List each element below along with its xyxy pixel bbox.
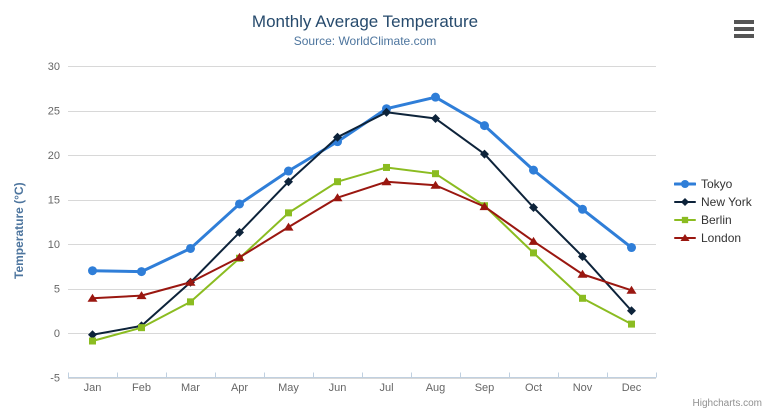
chart-subtitle: Source: WorldClimate.com <box>293 34 437 48</box>
series-tokyo[interactable] <box>88 92 636 277</box>
svg-text:-5: -5 <box>50 373 60 385</box>
legend-label: New York <box>701 195 752 209</box>
legend-label: Berlin <box>701 213 732 227</box>
svg-text:Aug: Aug <box>426 382 446 394</box>
legend-label: London <box>701 231 742 245</box>
svg-text:10: 10 <box>48 239 60 251</box>
x-axis: Jan Feb Mar Apr May Jun Jul Aug Sep Oct Nov Dec <box>68 372 657 394</box>
series-london[interactable] <box>87 177 637 302</box>
hamburger-icon <box>734 34 754 38</box>
legend-item-berlin[interactable]: Berlin <box>674 213 752 227</box>
svg-text:25: 25 <box>48 106 60 118</box>
legend-label: Tokyo <box>701 177 733 191</box>
legend: Tokyo New York Berlin London <box>674 177 752 245</box>
svg-text:Apr: Apr <box>231 382 248 394</box>
triangle-marker-icon <box>674 233 696 242</box>
svg-text:Nov: Nov <box>573 382 593 394</box>
svg-text:Jun: Jun <box>329 382 347 394</box>
hamburger-icon <box>734 20 754 24</box>
svg-text:Feb: Feb <box>132 382 151 394</box>
svg-text:15: 15 <box>48 195 60 207</box>
svg-text:Jan: Jan <box>84 382 102 394</box>
square-marker-icon <box>674 216 696 224</box>
svg-text:Dec: Dec <box>622 382 642 394</box>
legend-item-tokyo[interactable]: Tokyo <box>674 177 752 191</box>
svg-text:Mar: Mar <box>181 382 200 394</box>
svg-text:5: 5 <box>54 284 60 296</box>
svg-text:Sep: Sep <box>475 382 495 394</box>
context-menu-button[interactable] <box>734 20 754 38</box>
y-axis-labels: -5 0 5 10 15 20 25 30 <box>48 61 60 385</box>
svg-text:Oct: Oct <box>525 382 542 394</box>
hamburger-icon <box>734 27 754 31</box>
svg-text:Jul: Jul <box>379 382 393 394</box>
svg-text:30: 30 <box>48 61 60 73</box>
legend-item-new-york[interactable]: New York <box>674 195 752 209</box>
chart-title: Monthly Average Temperature <box>251 12 479 31</box>
series-new-york[interactable] <box>88 107 636 340</box>
credits-link[interactable]: Highcharts.com <box>692 398 762 409</box>
svg-text:May: May <box>278 382 299 394</box>
diamond-marker-icon <box>674 197 696 207</box>
legend-item-london[interactable]: London <box>674 231 752 245</box>
gridlines <box>68 66 656 379</box>
circle-marker-icon <box>674 179 696 189</box>
svg-text:0: 0 <box>54 328 60 340</box>
svg-text:20: 20 <box>48 150 60 162</box>
